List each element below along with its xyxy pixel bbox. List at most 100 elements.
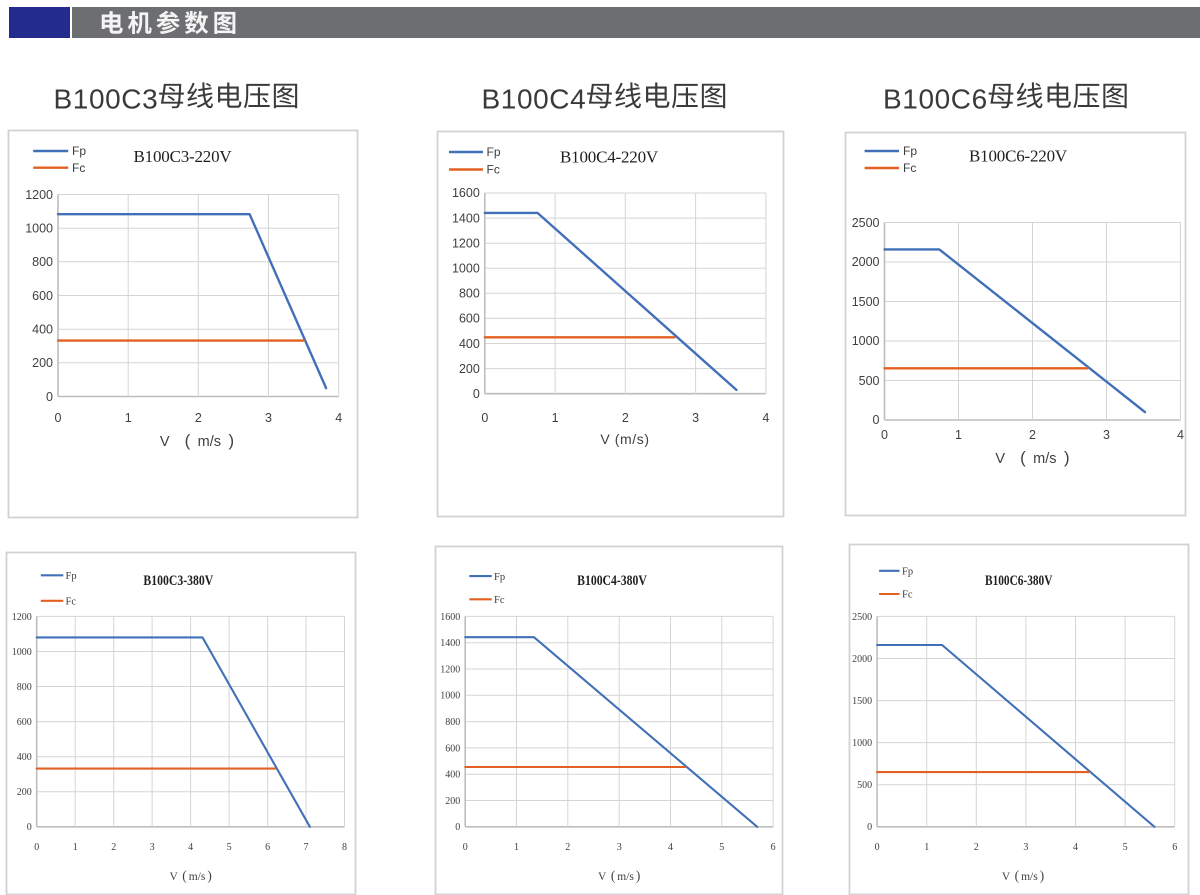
svg-text:V(m/s): V(m/s) <box>995 448 1069 467</box>
svg-text:400: 400 <box>445 770 460 781</box>
svg-text:0: 0 <box>867 822 872 833</box>
svg-text:3: 3 <box>617 842 622 853</box>
svg-text:3: 3 <box>1023 842 1028 853</box>
svg-text:0: 0 <box>455 822 460 833</box>
svg-text:1000: 1000 <box>852 738 872 749</box>
svg-text:8: 8 <box>342 842 347 853</box>
svg-text:0: 0 <box>55 411 62 425</box>
svg-text:400: 400 <box>459 337 480 351</box>
svg-text:3: 3 <box>265 411 272 425</box>
svg-text:B100C3-380V: B100C3-380V <box>143 572 213 589</box>
svg-text:B100C3-220V: B100C3-220V <box>134 147 233 166</box>
svg-text:1000: 1000 <box>440 691 460 702</box>
svg-text:V(m/s): V(m/s) <box>1002 868 1044 883</box>
svg-text:2500: 2500 <box>852 216 880 230</box>
svg-text:500: 500 <box>857 780 872 791</box>
svg-text:5: 5 <box>1123 842 1128 853</box>
svg-text:4: 4 <box>668 842 673 853</box>
svg-text:200: 200 <box>17 787 32 798</box>
svg-text:1000: 1000 <box>12 647 32 658</box>
svg-text:1400: 1400 <box>452 211 480 225</box>
svg-text:800: 800 <box>459 287 480 301</box>
svg-text:1600: 1600 <box>440 612 460 623</box>
svg-text:4: 4 <box>762 411 769 425</box>
svg-text:1200: 1200 <box>12 612 32 623</box>
svg-text:1500: 1500 <box>852 696 872 707</box>
svg-text:Fc: Fc <box>902 590 913 601</box>
svg-text:0: 0 <box>873 413 880 427</box>
svg-text:0: 0 <box>463 842 468 853</box>
svg-text:400: 400 <box>17 752 32 763</box>
svg-text:1000: 1000 <box>852 334 880 348</box>
svg-text:600: 600 <box>32 289 53 303</box>
svg-text:7: 7 <box>304 842 309 853</box>
svg-text:3: 3 <box>1103 428 1110 442</box>
svg-text:1: 1 <box>955 428 962 442</box>
svg-text:800: 800 <box>17 682 32 693</box>
svg-text:B100C6-220V: B100C6-220V <box>969 147 1068 166</box>
svg-text:600: 600 <box>445 743 460 754</box>
svg-text:B100C6: B100C6 <box>883 84 988 115</box>
svg-text:4: 4 <box>188 842 193 853</box>
svg-text:Fp: Fp <box>72 144 86 158</box>
svg-text:2: 2 <box>1029 428 1036 442</box>
svg-text:2: 2 <box>622 411 629 425</box>
svg-text:Fc: Fc <box>494 595 505 606</box>
svg-text:1600: 1600 <box>452 186 480 200</box>
svg-text:0: 0 <box>875 842 880 853</box>
svg-text:Fc: Fc <box>487 163 500 177</box>
svg-text:0: 0 <box>27 822 32 833</box>
svg-text:1: 1 <box>125 411 132 425</box>
svg-text:V(m/s): V(m/s) <box>598 868 640 883</box>
svg-text:5: 5 <box>719 842 724 853</box>
svg-text:3: 3 <box>692 411 699 425</box>
svg-text:Fc: Fc <box>903 161 916 175</box>
svg-text:500: 500 <box>859 374 880 388</box>
svg-text:800: 800 <box>32 255 53 269</box>
svg-text:1400: 1400 <box>440 638 460 649</box>
svg-text:Fp: Fp <box>66 571 77 582</box>
svg-text:Fp: Fp <box>487 145 501 159</box>
svg-text:6: 6 <box>265 842 270 853</box>
svg-text:Fp: Fp <box>494 572 505 583</box>
svg-text:4: 4 <box>1073 842 1078 853</box>
svg-text:B100C4-380V: B100C4-380V <box>577 572 647 589</box>
svg-text:1000: 1000 <box>25 221 53 235</box>
svg-text:0: 0 <box>481 411 488 425</box>
svg-text:800: 800 <box>445 717 460 728</box>
svg-text:6: 6 <box>1172 842 1177 853</box>
svg-text:Fc: Fc <box>66 597 77 608</box>
svg-text:Fp: Fp <box>903 144 917 158</box>
svg-text:1: 1 <box>552 411 559 425</box>
svg-text:2: 2 <box>974 842 979 853</box>
svg-text:4: 4 <box>335 411 342 425</box>
svg-text:Fc: Fc <box>72 161 85 175</box>
svg-text:1: 1 <box>924 842 929 853</box>
svg-text:0: 0 <box>881 428 888 442</box>
svg-text:0: 0 <box>34 842 39 853</box>
svg-text:1200: 1200 <box>452 236 480 250</box>
svg-text:B100C3: B100C3 <box>54 84 159 115</box>
svg-text:1200: 1200 <box>440 664 460 675</box>
svg-text:400: 400 <box>32 322 53 336</box>
svg-text:2: 2 <box>111 842 116 853</box>
svg-text:5: 5 <box>227 842 232 853</box>
svg-text:1200: 1200 <box>25 188 53 202</box>
svg-text:B100C4: B100C4 <box>482 84 587 115</box>
svg-text:200: 200 <box>32 356 53 370</box>
svg-text:2: 2 <box>565 842 570 853</box>
svg-text:2000: 2000 <box>852 255 880 269</box>
svg-text:200: 200 <box>445 796 460 807</box>
svg-text:600: 600 <box>17 717 32 728</box>
svg-text:B100C6-380V: B100C6-380V <box>985 572 1053 589</box>
svg-text:2500: 2500 <box>852 612 872 623</box>
svg-text:1: 1 <box>73 842 78 853</box>
svg-text:V(m/s): V(m/s) <box>169 868 211 883</box>
svg-text:6: 6 <box>771 842 776 853</box>
svg-text:4: 4 <box>1177 428 1184 442</box>
svg-text:3: 3 <box>150 842 155 853</box>
svg-text:V(m/s): V(m/s) <box>160 431 234 450</box>
svg-text:600: 600 <box>459 312 480 326</box>
svg-text:V (m/s): V (m/s) <box>600 431 649 447</box>
svg-text:2: 2 <box>195 411 202 425</box>
